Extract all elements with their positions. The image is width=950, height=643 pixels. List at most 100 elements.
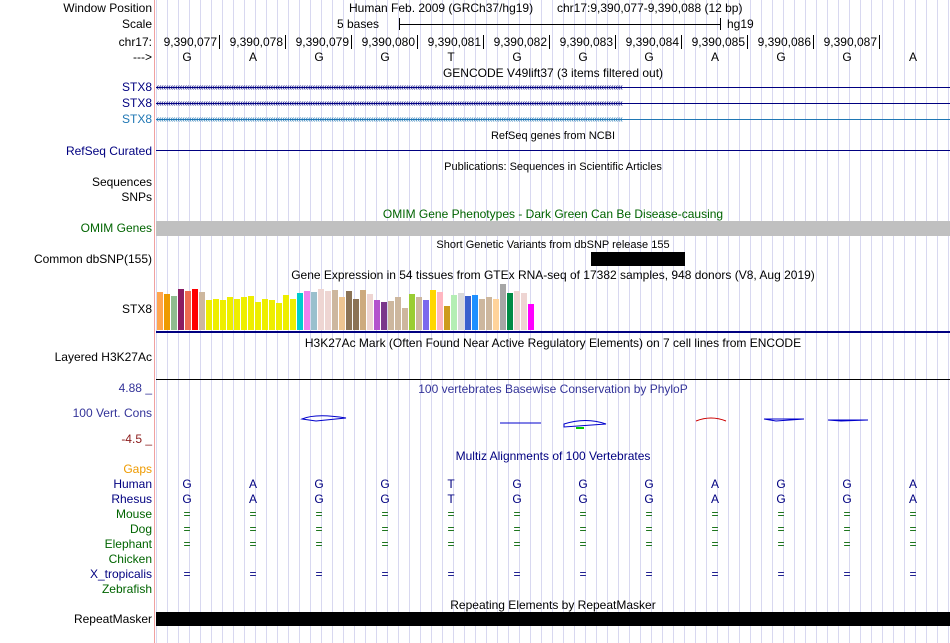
gtex-tissue-bar[interactable] [402, 308, 408, 330]
alignment-base: G [578, 492, 588, 506]
gtex-tissue-bar[interactable] [297, 293, 303, 330]
gtex-tissue-bar[interactable] [241, 297, 247, 330]
label-gaps[interactable]: Gaps [123, 462, 152, 476]
gtex-tissue-bar[interactable] [220, 300, 226, 330]
gtex-tissue-bar[interactable] [318, 289, 324, 330]
gtex-tissue-bar[interactable] [374, 300, 380, 330]
gtex-tissue-bar[interactable] [472, 295, 478, 330]
gtex-tissue-bar[interactable] [325, 291, 331, 330]
label-refseq[interactable]: RefSeq Curated [65, 144, 152, 158]
omim-feature[interactable] [156, 221, 950, 236]
gene-model-stx8[interactable]: ‹‹‹‹‹‹‹‹‹‹‹‹‹‹‹‹‹‹‹‹‹‹‹‹‹‹‹‹‹‹‹‹‹‹‹‹‹‹‹‹… [156, 99, 950, 108]
gtex-tissue-bar[interactable] [388, 301, 394, 330]
gtex-tissue-bar[interactable] [514, 291, 520, 330]
gtex-tissue-bar[interactable] [171, 296, 177, 330]
gtex-tissue-bar[interactable] [451, 295, 457, 330]
gtex-tissue-bar[interactable] [381, 302, 387, 330]
gene-model-stx8[interactable]: ‹‹‹‹‹‹‹‹‹‹‹‹‹‹‹‹‹‹‹‹‹‹‹‹‹‹‹‹‹‹‹‹‹‹‹‹‹‹‹‹… [156, 83, 950, 92]
gtex-tissue-bar[interactable] [269, 300, 275, 330]
gtex-tissue-bar[interactable] [493, 299, 499, 330]
position-title[interactable]: chr17:9,390,077-9,390,088 (12 bp) [557, 1, 743, 15]
gtex-tissue-bar[interactable] [486, 297, 492, 330]
label-dbsnp[interactable]: Common dbSNP(155) [33, 252, 152, 266]
alignment-base: = [381, 507, 389, 521]
snp-feature[interactable] [591, 252, 685, 266]
species-label[interactable]: Chicken [108, 552, 152, 566]
label-sequences[interactable]: Sequences [91, 175, 152, 189]
gtex-tissue-bar[interactable] [255, 302, 261, 330]
gtex-tissue-bar[interactable] [479, 299, 485, 330]
gtex-tissue-bar[interactable] [157, 292, 163, 330]
alignment-base: = [645, 507, 653, 521]
alignment-base: = [447, 537, 455, 551]
gtex-tissue-bar[interactable] [234, 299, 240, 330]
gtex-tissue-bar[interactable] [395, 297, 401, 330]
label-snps[interactable]: SNPs [121, 190, 152, 204]
repeat-feature[interactable] [156, 612, 950, 626]
gtex-tissue-bar[interactable] [437, 292, 443, 330]
alignment-base: G [380, 492, 390, 506]
gtex-tissue-bar[interactable] [353, 299, 359, 330]
gtex-tissue-bar[interactable] [185, 291, 191, 330]
gene-label-stx8[interactable]: STX8 [121, 96, 152, 110]
species-label[interactable]: Human [113, 477, 152, 491]
gtex-tissue-bar[interactable] [213, 299, 219, 330]
track-divider [156, 331, 950, 333]
gtex-tissue-bar[interactable] [346, 291, 352, 330]
gtex-tissue-bar[interactable] [227, 297, 233, 330]
gtex-tissue-bar[interactable] [500, 284, 506, 330]
species-label[interactable]: X_tropicalis [89, 567, 152, 581]
gene-label-stx8[interactable]: STX8 [121, 112, 152, 126]
gtex-tissue-bar[interactable] [283, 295, 289, 330]
gtex-tissue-bar[interactable] [304, 291, 310, 330]
gtex-tissue-bar[interactable] [262, 299, 268, 330]
gtex-tissue-bar[interactable] [444, 306, 450, 330]
label-h3k27ac[interactable]: Layered H3K27Ac [54, 350, 152, 364]
gtex-tissue-bar[interactable] [458, 293, 464, 330]
alignment-base: = [711, 567, 719, 581]
gtex-tissue-bar[interactable] [199, 292, 205, 330]
alignment-base: = [909, 522, 917, 536]
gtex-tissue-bar[interactable] [465, 296, 471, 330]
alignment-base: = [513, 567, 521, 581]
gtex-tissue-bar[interactable] [507, 293, 513, 330]
gtex-tissue-bar[interactable] [409, 294, 415, 330]
scale-label: 5 bases [337, 17, 380, 31]
gtex-tissue-bar[interactable] [178, 289, 184, 330]
gtex-tissue-bar[interactable] [367, 294, 373, 330]
gtex-tissue-bar[interactable] [332, 290, 338, 330]
gtex-tissue-bar[interactable] [360, 290, 366, 330]
alignment-base: = [183, 537, 191, 551]
label-gtex[interactable]: STX8 [121, 302, 152, 316]
coordinate-tick: 9,390,080 [360, 35, 418, 49]
cons-mark [695, 417, 727, 422]
gene-label-stx8[interactable]: STX8 [121, 80, 152, 94]
gtex-tissue-bar[interactable] [248, 296, 254, 330]
gtex-tissue-bar[interactable] [423, 300, 429, 330]
species-label[interactable]: Dog [129, 522, 152, 536]
gtex-tissue-bar[interactable] [528, 304, 534, 330]
assembly-title: Human Feb. 2009 (GRCh37/hg19) [349, 1, 534, 15]
gtex-tissue-bar[interactable] [206, 300, 212, 330]
gtex-tissue-bar[interactable] [290, 299, 296, 330]
gtex-tissue-bar[interactable] [430, 290, 436, 330]
gtex-tissue-bar[interactable] [311, 292, 317, 330]
gtex-tissue-bar[interactable] [416, 297, 422, 330]
gtex-tissue-bar[interactable] [521, 293, 527, 330]
species-label[interactable]: Zebrafish [101, 582, 152, 596]
refseq-line [156, 150, 950, 151]
alignment-base: = [645, 567, 653, 581]
species-label[interactable]: Mouse [115, 507, 152, 521]
label-omim[interactable]: OMIM Genes [80, 221, 152, 235]
species-label[interactable]: Rhesus [111, 492, 152, 506]
alignment-base: A [248, 477, 257, 491]
species-label[interactable]: Elephant [104, 537, 152, 551]
label-cons[interactable]: 100 Vert. Cons [72, 406, 152, 420]
label-repeatmasker[interactable]: RepeatMasker [73, 612, 152, 626]
gtex-tissue-bar[interactable] [339, 297, 345, 330]
gtex-tissue-bar[interactable] [164, 294, 170, 330]
h3k27ac-title: H3K27Ac Mark (Often Found Near Active Re… [304, 336, 802, 350]
gtex-tissue-bar[interactable] [276, 303, 282, 330]
gene-model-stx8[interactable]: ‹‹‹‹‹‹‹‹‹‹‹‹‹‹‹‹‹‹‹‹‹‹‹‹‹‹‹‹‹‹‹‹‹‹‹‹‹‹‹‹… [156, 115, 950, 124]
gtex-tissue-bar[interactable] [192, 289, 198, 330]
